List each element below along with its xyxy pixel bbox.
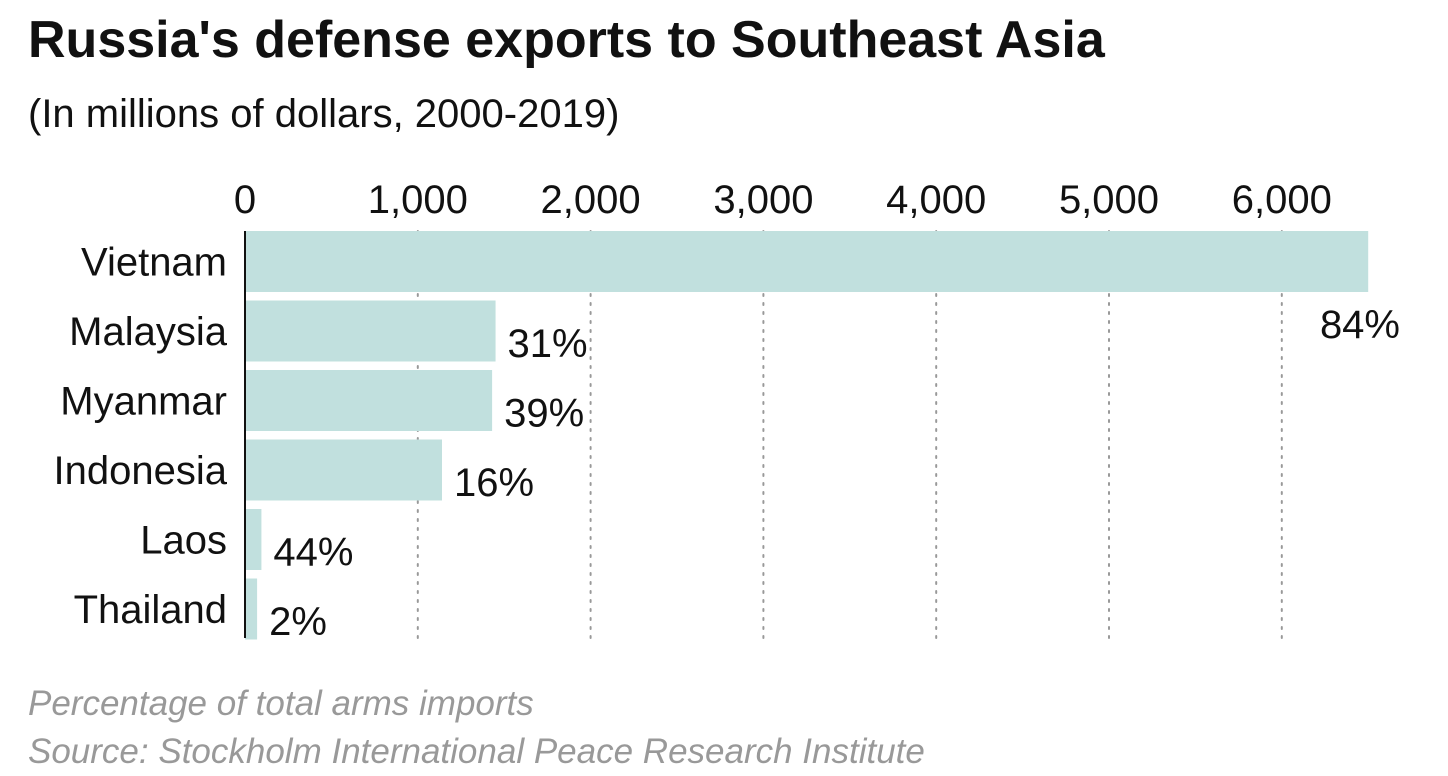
source-note: Source: Stockholm International Peace Re…: [28, 732, 925, 771]
x-tick-label-6000: 6,000: [1232, 178, 1332, 222]
bar-thailand: [245, 578, 258, 640]
x-tick-label-5000: 5,000: [1059, 178, 1159, 222]
chart-subtitle: (In millions of dollars, 2000-2019): [28, 92, 620, 136]
data-label-vietnam: 84%: [1320, 303, 1400, 347]
x-tick-label-3000: 3,000: [713, 178, 813, 222]
category-label-myanmar: Myanmar: [60, 380, 227, 424]
bar-chart: 0 1,000 2,000 3,000 4,000 5,000 6,000 Vietnam 84…: [54, 178, 1400, 644]
chart-title: Russia's defense exports to Southeast As…: [28, 11, 1105, 69]
category-label-indonesia: Indonesia: [54, 449, 228, 493]
bar-malaysia: [245, 300, 496, 362]
bar-indonesia: [245, 439, 442, 501]
chart-notes: Percentage of total arms imports Source:…: [28, 680, 925, 776]
x-tick-label-1000: 1,000: [368, 178, 468, 222]
data-label-myanmar: 39%: [504, 392, 584, 436]
data-label-indonesia: 16%: [454, 461, 534, 505]
x-tick-label-2000: 2,000: [541, 178, 641, 222]
x-tick-label-4000: 4,000: [886, 178, 986, 222]
data-label-laos: 44%: [273, 531, 353, 575]
x-tick-label-0: 0: [234, 178, 256, 222]
data-label-malaysia: 31%: [508, 322, 588, 366]
footnote: Percentage of total arms imports: [28, 684, 534, 723]
category-label-laos: Laos: [140, 519, 227, 563]
category-label-malaysia: Malaysia: [69, 310, 228, 354]
data-label-thailand: 2%: [269, 600, 327, 644]
bar-myanmar: [245, 370, 493, 431]
bar-laos: [245, 509, 262, 570]
category-label-thailand: Thailand: [74, 588, 227, 632]
category-label-vietnam: Vietnam: [81, 241, 227, 285]
bar-vietnam: [245, 231, 1369, 292]
